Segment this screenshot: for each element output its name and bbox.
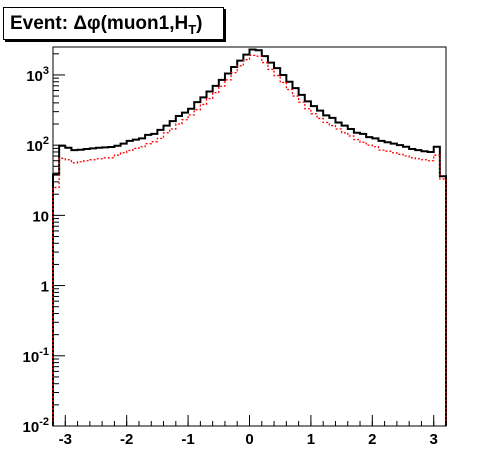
x-tick-label: -3 [59,431,72,448]
chart-title-subscript: T [188,22,197,37]
y-tick-label-base: 1 [41,279,49,296]
x-tick-label: 0 [245,431,253,448]
y-tick-label-base: 10 [23,419,40,436]
title-box: Event: Δφ(muon1,HT) [3,7,224,40]
y-tick-label: 1 [41,279,49,296]
x-tick-label: -2 [120,431,133,448]
chart-title: Event: Δφ(muon1,HT) [10,13,202,37]
series-line-1 [52,54,447,426]
y-tick-label: 10-2 [23,416,49,436]
y-tick-label-exponent: -1 [39,346,49,358]
y-tick-label-base: 10 [32,208,49,225]
y-tick-label-exponent: -2 [39,416,49,428]
y-tick-label: 102 [26,135,49,155]
y-tick-label-base: 10 [26,68,43,85]
y-tick-label-exponent: 3 [43,65,49,77]
chart-title-close: ) [196,13,203,34]
series-line-0 [52,48,447,426]
x-tick-label: 2 [368,431,376,448]
y-tick-label-exponent: 2 [43,135,49,147]
x-tick-label: 1 [307,431,315,448]
y-tick-label: 10 [32,208,49,225]
y-tick-label: 103 [26,65,49,85]
y-tick-label: 10-1 [23,346,49,366]
plot-frame [52,46,447,427]
series-layer [52,48,447,426]
x-tick-label: -1 [181,431,194,448]
y-tick-label-base: 10 [23,349,40,366]
x-tick-label: 3 [430,431,438,448]
y-tick-label-base: 10 [26,138,43,155]
chart-title-main: Event: Δφ(muon1,H [10,13,189,34]
